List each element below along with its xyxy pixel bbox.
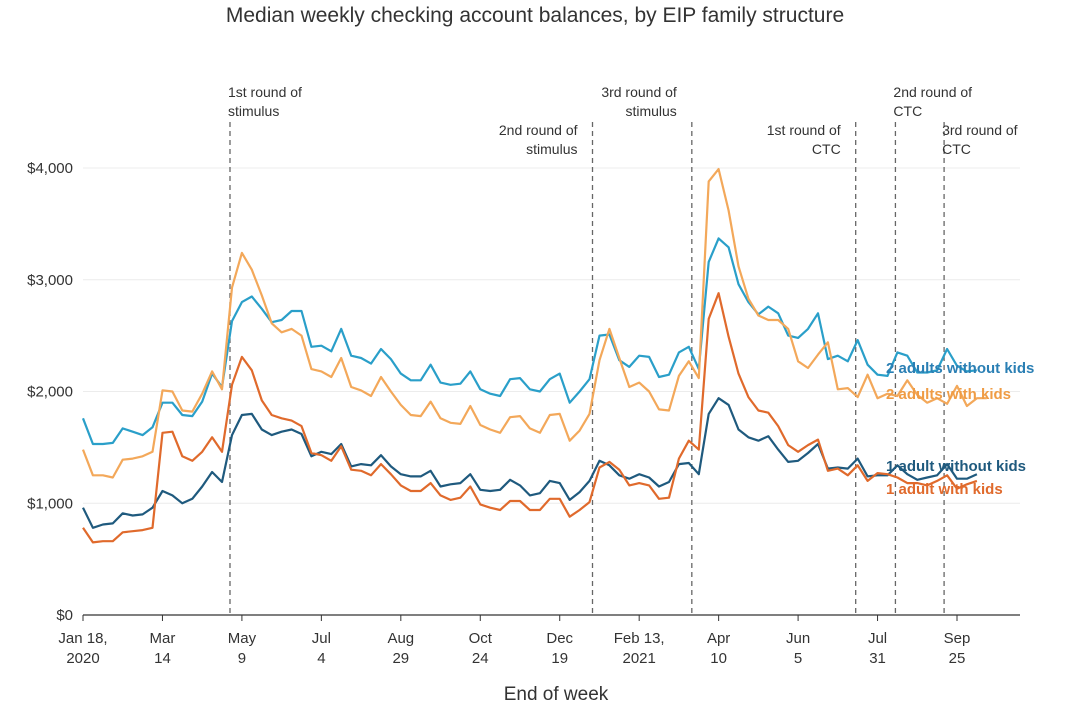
event-label-line1: 1st round of	[228, 84, 302, 100]
y-tick-label: $4,000	[27, 160, 73, 177]
x-tick-label: Sep 25	[944, 630, 971, 667]
event-label-line2: CTC	[893, 103, 922, 119]
x-tick-label-line1: Jul	[312, 630, 331, 647]
event-label-line2: stimulus	[625, 103, 676, 119]
gridlines	[83, 167, 1020, 504]
event-markers: 1st round of stimulus 2nd round of stimulus…	[228, 84, 1018, 615]
event-label: 1st round of stimulus	[228, 84, 302, 119]
x-tick-label-line2: 25	[949, 650, 966, 667]
x-tick-label: May 9	[228, 630, 257, 667]
series-line-2	[82, 397, 978, 529]
event-label-line2: CTC	[942, 141, 971, 157]
event-label: 3rd round of stimulus	[601, 84, 677, 119]
x-tick-label-line2: 9	[238, 650, 246, 667]
x-axis-label: End of week	[504, 684, 609, 705]
x-tick-label-line1: Apr	[707, 630, 730, 647]
x-axis: Jan 18, 2020 Mar 14 May 9 Jul 4 Aug 29 Oct 24 Dec 19 F…	[58, 614, 1020, 667]
event-label: 1st round of CTC	[767, 122, 841, 157]
event-label-line2: CTC	[812, 141, 841, 157]
x-tick-label: Jan 18, 2020	[58, 630, 107, 667]
chart-title: Median weekly checking account balances,…	[226, 4, 844, 27]
event-label: 3rd round of CTC	[942, 122, 1018, 157]
series-line-3	[82, 292, 978, 544]
x-tick-label-line2: 24	[472, 650, 489, 667]
series-line-1	[81, 168, 987, 479]
x-tick-label: Jul 4	[312, 630, 331, 667]
x-tick-label-line1: Sep	[944, 630, 971, 647]
x-tick-label-line2: 2021	[622, 650, 655, 667]
x-tick-label-line2: 2020	[66, 650, 99, 667]
x-tick-label-line1: Feb 13,	[614, 630, 665, 647]
x-tick-label: Feb 13, 2021	[614, 630, 665, 667]
event-label-line1: 2nd round of	[499, 122, 578, 138]
x-tick-label-line2: 31	[869, 650, 886, 667]
x-tick-label-line1: Mar	[150, 630, 176, 647]
series-label-1: 2 adults with kids	[886, 386, 1011, 403]
x-tick-label: Oct 24	[469, 630, 493, 667]
x-tick-label: Dec 19	[546, 630, 573, 667]
x-tick-label: Jul 31	[868, 630, 887, 667]
event-label: 2nd round of stimulus	[499, 122, 578, 157]
x-tick-label: Aug 29	[387, 630, 414, 667]
event-label-line1: 2nd round of	[893, 84, 972, 100]
y-tick-label: $2,000	[27, 384, 73, 401]
x-tick-label-line1: Aug	[387, 630, 414, 647]
y-tick-label: $3,000	[27, 272, 73, 289]
event-label-line2: stimulus	[228, 103, 279, 119]
x-tick-label-line2: 10	[710, 650, 727, 667]
x-tick-label-line1: Jan 18,	[58, 630, 107, 647]
x-tick-label-line1: May	[228, 630, 257, 647]
series-label-2: 1 adult without kids	[886, 458, 1026, 475]
event-label-line1: 3rd round of	[942, 122, 1018, 138]
event-label-line1: 1st round of	[767, 122, 841, 138]
series-labels: 2 adults without kids 2 adults with kids 1…	[886, 360, 1034, 498]
x-tick-label-line1: Jul	[868, 630, 887, 647]
y-axis-ticks: $0 $1,000 $2,000 $3,000 $4,000	[27, 160, 73, 624]
x-tick-label-line1: Jun	[786, 630, 810, 647]
x-tick-label-line2: 29	[392, 650, 409, 667]
x-tick-label: Jun 5	[786, 630, 810, 667]
y-tick-label: $1,000	[27, 495, 73, 512]
x-tick-label-line2: 14	[154, 650, 171, 667]
event-label-line1: 3rd round of	[601, 84, 677, 100]
x-tick-label-line2: 19	[551, 650, 568, 667]
series-line-0	[81, 237, 978, 446]
x-tick-label-line2: 5	[794, 650, 802, 667]
x-tick-label-line1: Oct	[469, 630, 493, 647]
x-tick-label-line1: Dec	[546, 630, 573, 647]
series-lines	[81, 168, 987, 544]
x-tick-label: Mar 14	[150, 630, 176, 667]
event-label: 2nd round of CTC	[893, 84, 972, 119]
series-label-3: 1 adult with kids	[886, 481, 1003, 498]
series-label-0: 2 adults without kids	[886, 360, 1034, 377]
x-tick-label-line2: 4	[317, 650, 325, 667]
y-tick-label: $0	[56, 607, 73, 624]
event-label-line2: stimulus	[526, 141, 577, 157]
x-tick-label: Apr 10	[707, 630, 730, 667]
